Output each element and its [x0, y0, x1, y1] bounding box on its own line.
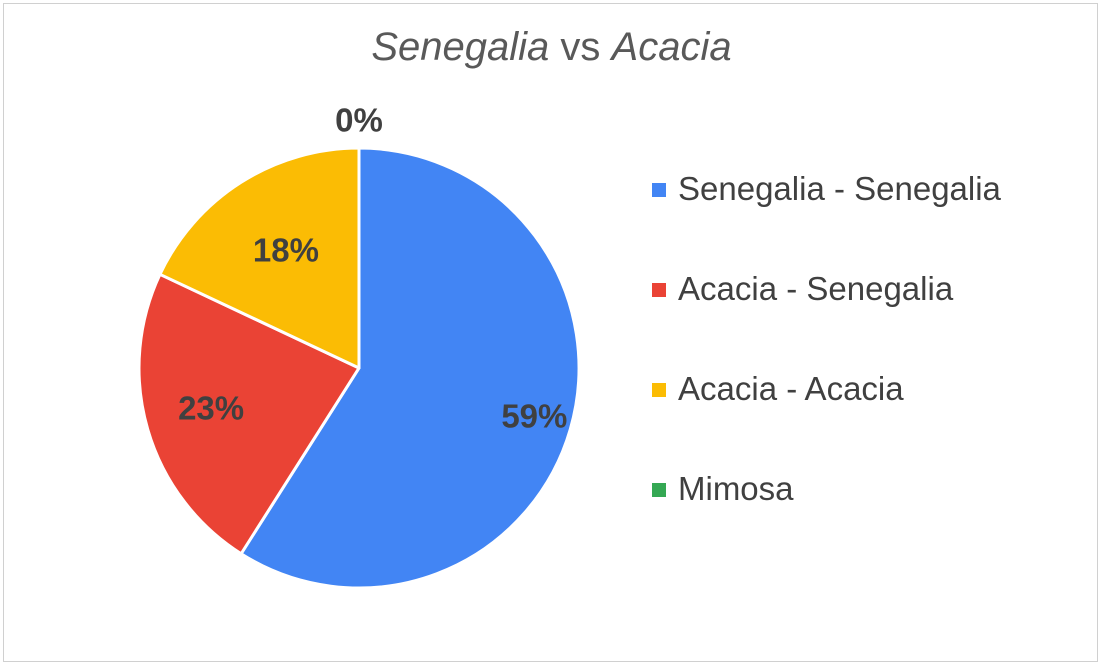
pie-slice-senegalia-senegalia[interactable]: [239, 146, 581, 590]
pie-slices: [137, 146, 581, 590]
legend-label: Senegalia - Senegalia: [678, 170, 1001, 207]
legend-label: Acacia - Acacia: [678, 370, 904, 407]
pie-slice-label-senegalia-senegalia: 59%: [501, 398, 567, 435]
legend-label: Acacia - Senegalia: [678, 270, 954, 307]
chart-title-part-1: Senegalia: [371, 25, 550, 69]
pie-slice-acacia-senegalia[interactable]: [137, 272, 361, 556]
legend-swatch-blue: [652, 183, 666, 197]
legend-item-acacia-senegalia[interactable]: Acacia - Senegalia: [650, 266, 1008, 311]
pie-slice-label-acacia-senegalia: 23%: [178, 390, 244, 427]
pie-slice-labels: 59% 23% 18% 0%: [178, 102, 567, 435]
legend-swatch-red: [652, 283, 666, 297]
legend-swatch-green: [652, 483, 666, 497]
legend-item-senegalia-senegalia[interactable]: Senegalia - Senegalia: [650, 166, 1008, 211]
pie-slice-label-acacia-acacia: 18%: [253, 232, 319, 269]
chart-title-part-3: Acacia: [611, 25, 732, 69]
legend-item-acacia-acacia[interactable]: Acacia - Acacia: [650, 366, 1008, 411]
legend-label: Mimosa: [678, 470, 794, 507]
legend-swatch-yellow: [652, 383, 666, 397]
chart-title-part-2: vs: [549, 25, 612, 69]
pie-slice-label-mimosa: 0%: [335, 102, 383, 139]
chart-title: Senegalia vs Acacia: [0, 25, 1103, 70]
pie-slice-acacia-acacia[interactable]: [158, 146, 361, 370]
legend-item-mimosa[interactable]: Mimosa: [650, 466, 1008, 511]
